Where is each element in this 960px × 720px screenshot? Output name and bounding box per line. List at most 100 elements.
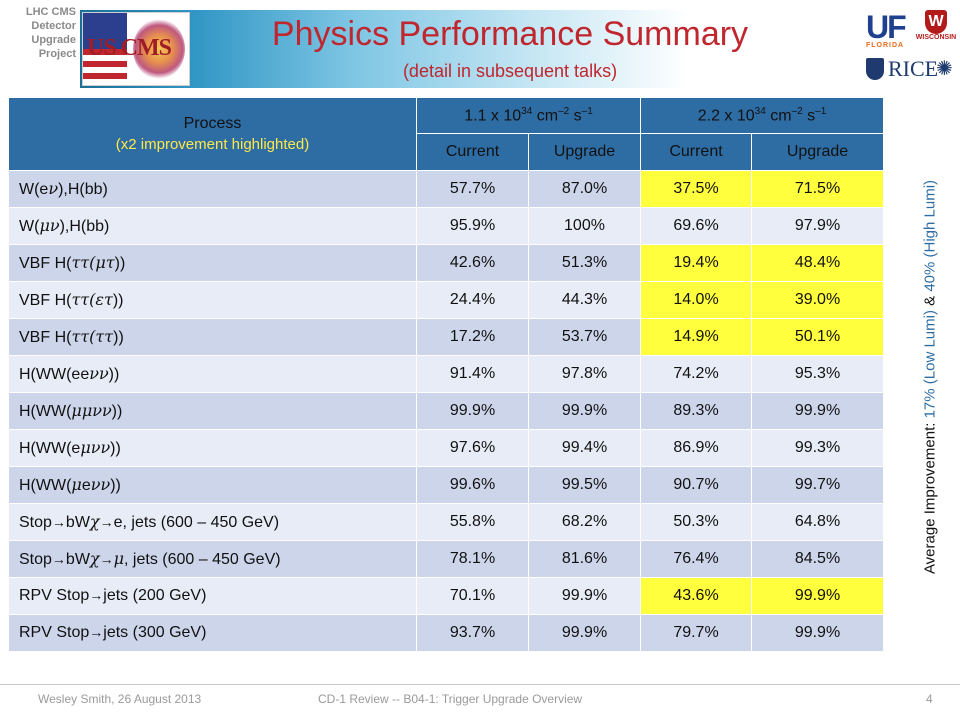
efficiency-cell: 14.9% — [640, 318, 752, 356]
lumi-unit: cm — [765, 107, 792, 125]
process-text: bW — [65, 551, 90, 568]
process-text: W(e — [19, 181, 49, 198]
efficiency-cell: 99.9% — [416, 392, 529, 430]
page-subtitle: (detail in subsequent talks) — [402, 61, 618, 81]
table-row: Stop→bWχ→μ, jets (600 – 450 GeV) 78.1% 81.… — [8, 540, 884, 578]
arrow-icon: → — [99, 514, 114, 530]
efficiency-cell: 90.7% — [640, 466, 752, 504]
table-row: VBF H(ττ(μτ)) 42.6% 51.3% 19.4% 48.4% — [8, 244, 884, 282]
process-header-cell: Process (x2 improvement highlighted) — [8, 97, 417, 171]
process-text: )) — [110, 440, 121, 457]
efficiency-cell: 48.4% — [751, 244, 884, 282]
process-text: VBF H( — [19, 329, 72, 346]
uscms-logo-text: US CMS — [87, 35, 172, 61]
process-name: RPV Stop→jets (200 GeV) — [8, 577, 417, 615]
project-line: LHC CMS — [25, 6, 76, 18]
process-text: ),H(bb) — [59, 218, 110, 235]
efficiency-cell: 37.5% — [640, 170, 752, 208]
process-name: Stop→bWχ→μ, jets (600 – 450 GeV) — [8, 540, 417, 578]
lumi-group-header: 1.1 x 1034 cm–2 s–1 — [416, 97, 641, 134]
process-text: )) — [112, 292, 124, 309]
table-row: VBF H(ττ(ττ)) 17.2% 53.7% 14.9% 50.1% — [8, 318, 884, 356]
arrow-icon: → — [89, 587, 104, 603]
efficiency-cell: 19.4% — [640, 244, 752, 282]
arrow-icon: → — [99, 551, 114, 567]
project-line: Project — [38, 48, 76, 60]
efficiency-cell: 50.1% — [751, 318, 884, 356]
efficiency-cell: 97.6% — [416, 429, 529, 467]
table-row: Stop→bWχ→e, jets (600 – 450 GeV) 55.8% 68.… — [8, 503, 884, 541]
process-text: jets (200 GeV) — [103, 587, 207, 604]
efficiency-cell: 99.9% — [528, 614, 641, 652]
greek-symbol: μνν — [80, 438, 111, 457]
greek-symbol: χ — [89, 549, 100, 568]
table-row: H(WW(μμνν)) 99.9% 99.9% 89.3% 99.9% — [8, 392, 884, 430]
improvement-label: Average Improvement: — [921, 418, 939, 575]
efficiency-cell: 69.6% — [640, 207, 752, 245]
process-name: H(WW(μμνν)) — [8, 392, 417, 430]
process-name: VBF H(ττ(μτ)) — [8, 244, 417, 282]
efficiency-cell: 87.0% — [528, 170, 641, 208]
efficiency-cell: 99.9% — [751, 614, 884, 652]
table-row: H(WW(eeνν)) 91.4% 97.8% 74.2% 95.3% — [8, 355, 884, 393]
table-row: H(WW(μeνν)) 99.6% 99.5% 90.7% 99.7% — [8, 466, 884, 504]
wisconsin-logo: W WISCONSIN — [914, 10, 958, 56]
lumi-unit: s — [569, 107, 582, 125]
efficiency-cell: 14.0% — [640, 281, 752, 319]
process-text: )) — [110, 477, 121, 494]
efficiency-cell: 91.4% — [416, 355, 529, 393]
uf-logo-sub: FLORIDA — [866, 42, 905, 49]
efficiency-cell: 55.8% — [416, 503, 529, 541]
table-row: RPV Stop→jets (300 GeV) 93.7% 99.9% 79.7% 99… — [8, 614, 884, 652]
lumi-unit: cm — [532, 107, 559, 125]
efficiency-cell: 97.8% — [528, 355, 641, 393]
efficiency-cell: 78.1% — [416, 540, 529, 578]
efficiency-cell: 99.6% — [416, 466, 529, 504]
wisconsin-crest: W — [925, 10, 947, 34]
efficiency-cell: 100% — [528, 207, 641, 245]
efficiency-cell: 86.9% — [640, 429, 752, 467]
performance-table: Process (x2 improvement highlighted) 1.1… — [8, 97, 884, 652]
process-header: Process — [183, 115, 242, 132]
rice-logo-text: RICE — [888, 56, 939, 81]
efficiency-cell: 99.9% — [751, 577, 884, 615]
lumi-unit-exp: –2 — [558, 105, 570, 117]
greek-symbol: νν — [90, 475, 111, 494]
lumi-exp: 34 — [754, 105, 766, 117]
greek-symbol: ττ(ετ — [71, 290, 113, 309]
improvement-joiner: & — [921, 291, 939, 311]
efficiency-cell: 95.9% — [416, 207, 529, 245]
process-name: VBF H(ττ(ττ)) — [8, 318, 417, 356]
arrow-icon: → — [51, 551, 66, 567]
greek-symbol: ν — [48, 179, 59, 198]
project-label: LHC CMS Detector Upgrade Project — [0, 0, 76, 61]
process-text: W( — [19, 218, 40, 235]
footer-review: CD-1 Review -- B04-1: Trigger Upgrade Ov… — [318, 692, 583, 706]
table-row: H(WW(eμνν)) 97.6% 99.4% 86.9% 99.3% — [8, 429, 884, 467]
process-text: H(WW( — [19, 477, 72, 494]
efficiency-cell: 68.2% — [528, 503, 641, 541]
rice-logo: RICE ✺ — [866, 56, 956, 84]
efficiency-cell: 70.1% — [416, 577, 529, 615]
lumi-unit: s — [802, 107, 816, 125]
efficiency-cell: 44.3% — [528, 281, 641, 319]
process-text: e — [81, 477, 91, 494]
process-text: bW — [65, 514, 90, 531]
lumi-unit-exp: –1 — [581, 105, 593, 117]
uscms-logo: US CMS — [82, 12, 190, 86]
process-name: Stop→bWχ→e, jets (600 – 450 GeV) — [8, 503, 417, 541]
efficiency-cell: 99.7% — [751, 466, 884, 504]
process-text: ),H(bb) — [58, 181, 108, 198]
lumi-base: 1.1 x 10 — [464, 107, 522, 125]
process-text: )) — [114, 255, 126, 272]
efficiency-cell: 24.4% — [416, 281, 529, 319]
efficiency-cell: 79.7% — [640, 614, 752, 652]
project-line: Upgrade — [31, 34, 76, 46]
page-title: Physics Performance Summary — [271, 15, 749, 53]
efficiency-cell: 50.3% — [640, 503, 752, 541]
process-text: H(WW( — [19, 403, 72, 420]
efficiency-cell: 99.9% — [751, 392, 884, 430]
improvement-high-lumi: 40% (High Lumi) — [921, 179, 939, 292]
process-text: H(WW(e — [19, 440, 81, 457]
lumi-base: 2.2 x 10 — [697, 107, 755, 125]
